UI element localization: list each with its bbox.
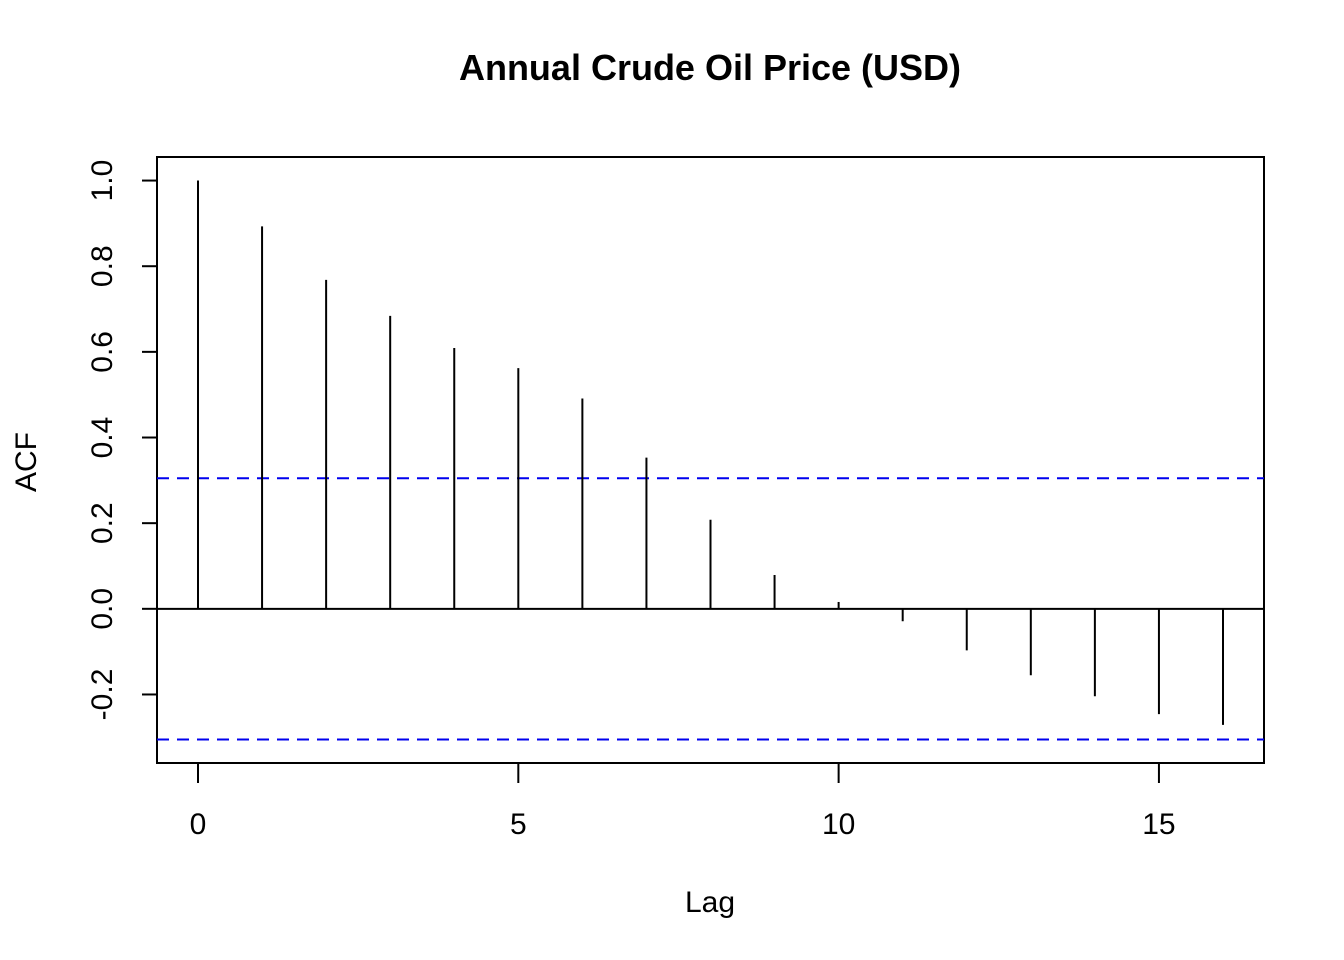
x-axis: 0 5 10 15 — [190, 762, 1176, 841]
x-tick-label: 0 — [190, 808, 207, 841]
x-tick-label: 15 — [1142, 808, 1175, 841]
y-tick-label: 0.8 — [86, 245, 119, 287]
y-tick-label: 0.2 — [86, 502, 119, 544]
plot-frame — [156, 156, 1265, 764]
acf-marks — [157, 180, 1264, 741]
x-tick-label: 10 — [822, 808, 855, 841]
y-tick-label: 0.4 — [86, 417, 119, 459]
x-tick-label: 5 — [510, 808, 527, 841]
y-axis-label: ACF — [10, 432, 43, 492]
y-axis: -0.2 0.0 0.2 0.4 0.6 0.8 1.0 — [86, 160, 158, 721]
y-tick-label: -0.2 — [86, 669, 119, 721]
x-axis-label: Lag — [685, 886, 735, 919]
chart-title: Annual Crude Oil Price (USD) — [459, 47, 961, 88]
y-tick-label: 0.6 — [86, 331, 119, 373]
y-tick-label: 0.0 — [86, 588, 119, 630]
y-tick-label: 1.0 — [86, 160, 119, 202]
